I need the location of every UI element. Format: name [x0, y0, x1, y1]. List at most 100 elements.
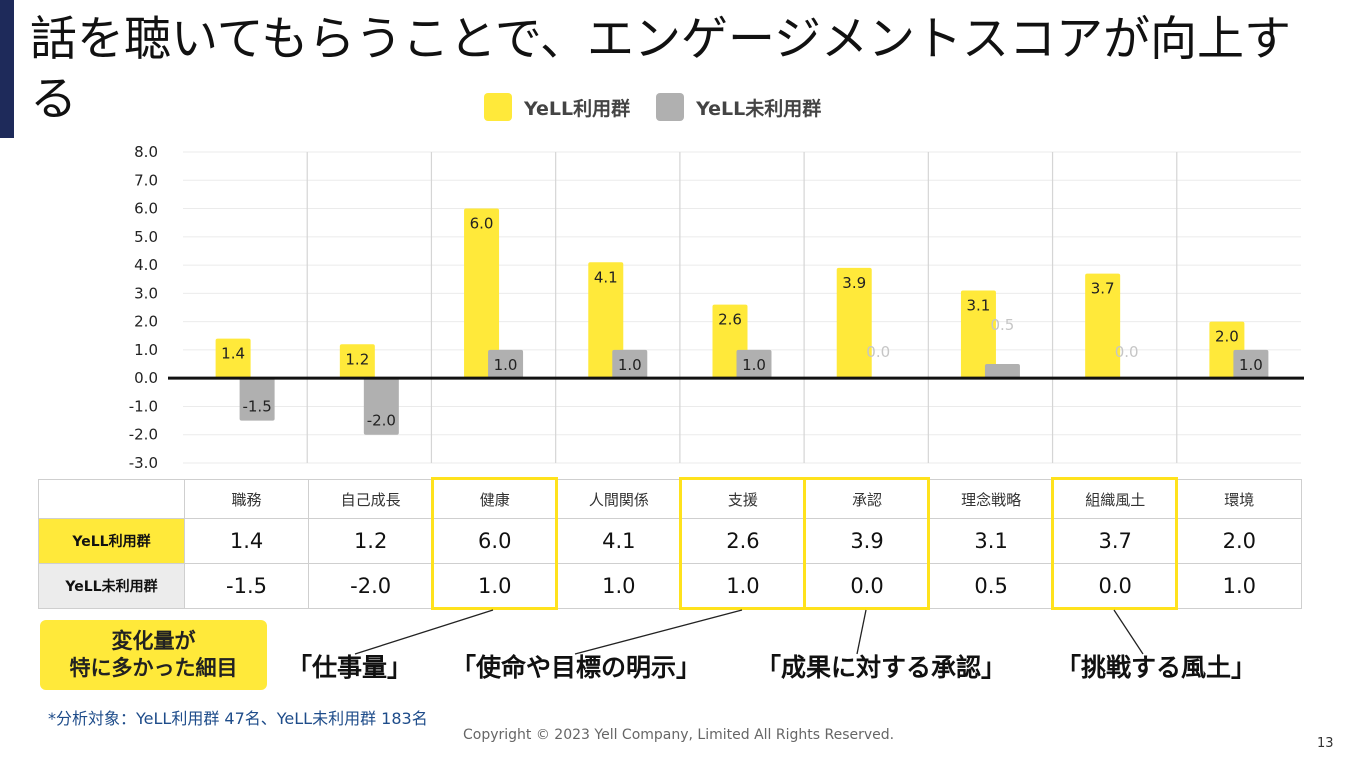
highlight-box-shounin — [803, 477, 930, 610]
bar-yell — [339, 344, 375, 379]
y-tick-label: 5.0 — [134, 228, 158, 246]
data-label: -1.5 — [242, 398, 271, 416]
bar-non-yell — [239, 378, 275, 421]
data-label: 4.1 — [594, 268, 618, 286]
footnote: *分析対象：YeLL利用群 47名、YeLL未利用群 183名 — [48, 709, 428, 728]
table-row-yell: YeLL利用群 1.4 1.2 6.0 4.1 2.6 3.9 3.1 3.7 … — [38, 518, 1302, 564]
y-tick-label: 7.0 — [134, 171, 158, 189]
data-table: 職務 自己成長 健康 人間関係 支援 承認 理念戦略 組織風土 環境 YeLL利… — [38, 479, 1302, 609]
highlight-box-kenkou — [431, 477, 558, 610]
legend-item-yell: YeLL利用群 — [484, 93, 630, 121]
table-header-cell: 支援 — [680, 479, 806, 519]
table-header-corner — [38, 479, 185, 519]
table-cell: 6.0 — [432, 518, 558, 564]
data-label: 1.0 — [1239, 356, 1263, 374]
data-label: 1.2 — [345, 350, 369, 368]
y-tick-label: 4.0 — [134, 256, 158, 274]
table-cell: 2.6 — [680, 518, 806, 564]
callout-item-chousen: 「挑戦する風土」 — [1056, 653, 1257, 682]
table-cell: 1.0 — [432, 563, 558, 609]
copyright: Copyright © 2023 Yell Company, Limited A… — [463, 727, 895, 743]
table-cell: -1.5 — [183, 563, 310, 609]
table-cell: 1.0 — [1176, 563, 1302, 609]
table-header-cell: 人間関係 — [556, 479, 682, 519]
bar-yell — [960, 290, 996, 379]
table-header-cell: 職務 — [183, 479, 310, 519]
bar-non-yell — [488, 349, 524, 379]
connector-line — [354, 609, 494, 655]
callout-item-seika: 「成果に対する承認」 — [756, 653, 1007, 682]
callout-label: 変化量が 特に多かった細目 — [40, 620, 267, 690]
legend-item-non-yell: YeLL未利用群 — [656, 93, 821, 121]
table-header-cell: 健康 — [432, 479, 558, 519]
table-header-cell: 組織風土 — [1052, 479, 1178, 519]
data-label: 3.7 — [1091, 280, 1115, 298]
callout-item-shigotoryou: 「仕事量」 — [287, 653, 413, 682]
data-label: 3.9 — [842, 274, 866, 292]
table-cell: 4.1 — [556, 518, 682, 564]
bar-non-yell — [984, 364, 1020, 379]
y-tick-label: 3.0 — [134, 284, 158, 302]
bar-yell — [836, 267, 872, 379]
table-cell: 1.4 — [183, 518, 310, 564]
bar-yell — [1085, 273, 1121, 379]
data-label: 1.0 — [742, 356, 766, 374]
data-label: 1.0 — [494, 356, 518, 374]
table-cell: 3.9 — [804, 518, 930, 564]
y-tick-label: -3.0 — [129, 454, 158, 472]
accent-bar — [0, 0, 14, 138]
table-header-cell: 環境 — [1176, 479, 1302, 519]
data-label: 0.0 — [1115, 343, 1139, 361]
table-cell: 0.0 — [1052, 563, 1178, 609]
table-row-label: YeLL未利用群 — [38, 563, 185, 609]
bar-non-yell — [363, 378, 399, 435]
callout-item-shimei: 「使命や目標の明示」 — [451, 653, 702, 682]
data-label: 1.0 — [618, 356, 642, 374]
connector-line — [1113, 609, 1144, 655]
bar-non-yell — [1233, 349, 1269, 379]
table-cell: -2.0 — [308, 563, 434, 609]
slide-title: 話を聴いてもらうことで、エンゲージメントスコアが向上する — [30, 12, 1292, 127]
bar-chart: 8.07.06.05.04.03.02.01.00.0-1.0-2.0-3.01… — [129, 143, 1304, 472]
data-label: 2.0 — [1215, 328, 1239, 346]
y-tick-label: 1.0 — [134, 341, 158, 359]
highlight-box-sofu — [1051, 477, 1178, 610]
table-cell: 2.0 — [1176, 518, 1302, 564]
bar-yell — [588, 262, 624, 379]
y-tick-label: -1.0 — [129, 397, 158, 415]
data-label: -2.0 — [367, 412, 396, 430]
table-cell: 3.7 — [1052, 518, 1178, 564]
page-number: 13 — [1317, 736, 1334, 751]
table-cell: 1.0 — [556, 563, 682, 609]
bar-non-yell — [736, 349, 772, 379]
table-cell: 0.5 — [928, 563, 1054, 609]
table-header-row: 職務 自己成長 健康 人間関係 支援 承認 理念戦略 組織風土 環境 — [38, 479, 1302, 519]
data-label: 0.5 — [991, 316, 1015, 334]
table-cell: 1.0 — [680, 563, 806, 609]
legend-swatch-yell — [484, 93, 512, 121]
bar-yell — [215, 338, 251, 379]
data-label: 6.0 — [470, 215, 494, 233]
data-label: 3.1 — [967, 297, 991, 315]
chart-legend: YeLL利用群 YeLL未利用群 — [484, 90, 821, 124]
table-row-non-yell: YeLL未利用群 -1.5 -2.0 1.0 1.0 1.0 0.0 0.5 0… — [38, 563, 1302, 609]
connector-line — [856, 609, 867, 655]
legend-label-non-yell: YeLL未利用群 — [696, 97, 822, 120]
y-tick-label: 2.0 — [134, 313, 158, 331]
legend-swatch-non-yell — [656, 93, 685, 121]
y-tick-label: -2.0 — [129, 426, 158, 444]
connector-line — [574, 609, 743, 655]
y-tick-label: 0.0 — [134, 369, 158, 387]
y-tick-label: 6.0 — [134, 200, 158, 218]
bar-yell — [464, 208, 500, 379]
table-cell: 1.2 — [308, 518, 434, 564]
y-tick-label: 8.0 — [134, 143, 158, 161]
table-cell: 0.0 — [804, 563, 930, 609]
data-label: 2.6 — [718, 311, 742, 329]
data-label: 0.0 — [866, 343, 890, 361]
data-label: 1.4 — [221, 345, 245, 363]
bar-non-yell — [612, 349, 648, 379]
legend-label-yell: YeLL利用群 — [524, 97, 631, 120]
table-header-cell: 自己成長 — [308, 479, 434, 519]
